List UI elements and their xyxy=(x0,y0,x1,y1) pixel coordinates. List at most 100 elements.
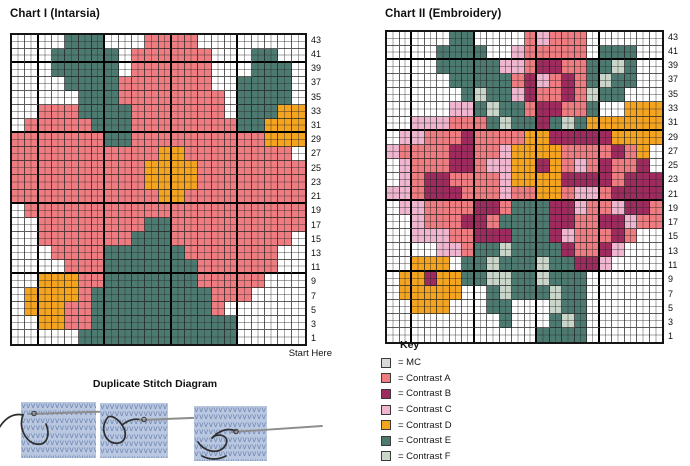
stitch-cell xyxy=(118,231,132,246)
stitch-cell xyxy=(399,215,412,230)
stitch-cell xyxy=(185,147,199,162)
stitch-cell xyxy=(238,217,252,232)
stitch-cell xyxy=(171,63,186,78)
stitch-cell xyxy=(437,130,450,145)
stitch-cell xyxy=(118,35,132,50)
stitch-cell xyxy=(449,88,462,103)
stitch-cell xyxy=(105,287,119,302)
stitch-cell xyxy=(449,299,462,314)
stitch-cell xyxy=(412,186,425,202)
stitch-cell xyxy=(587,88,600,103)
stitch-cell xyxy=(537,243,550,258)
stitch-cell xyxy=(474,299,487,314)
stitch-cell xyxy=(624,74,637,89)
row-number: 5 xyxy=(311,304,317,315)
stitch-cell xyxy=(38,175,52,190)
stitch-cell xyxy=(265,315,279,330)
stitch-cell xyxy=(512,130,525,145)
stitch-cell xyxy=(562,299,575,314)
stitch-cell xyxy=(424,144,437,159)
row-number: 39 xyxy=(668,60,679,71)
stitch-cell xyxy=(524,186,537,202)
stitch-cell xyxy=(587,60,600,75)
stitch-cell xyxy=(562,116,575,131)
row-number: 21 xyxy=(668,188,679,199)
stitch-cell xyxy=(78,35,92,50)
stitch-cell xyxy=(158,301,172,316)
stitch-cell xyxy=(437,144,450,159)
stitch-cell xyxy=(265,49,279,64)
stitch-cell xyxy=(599,158,612,173)
stitch-cell xyxy=(145,329,159,344)
stitch-cell xyxy=(574,257,587,272)
stitch-cell xyxy=(211,161,226,176)
stitch-cell xyxy=(38,35,52,50)
stitch-cell xyxy=(449,327,462,342)
chart-i-title: Chart I (Intarsia) xyxy=(10,8,100,20)
stitch-cell xyxy=(265,105,279,120)
stitch-cell xyxy=(185,329,199,344)
stitch-cell xyxy=(211,175,226,190)
duplicate-stitch-title: Duplicate Stitch Diagram xyxy=(92,378,218,390)
stitch-cell xyxy=(225,231,239,246)
stitch-cell xyxy=(612,130,625,145)
stitch-cell xyxy=(51,91,66,106)
stitch-cell xyxy=(437,102,450,117)
stitch-cell xyxy=(171,147,186,162)
stitch-cell xyxy=(599,32,612,47)
stitch-cell xyxy=(65,273,79,288)
stitch-cell xyxy=(78,63,92,78)
row-number: 25 xyxy=(311,162,322,173)
stitch-cell xyxy=(25,91,39,106)
stitch-cell xyxy=(424,257,437,272)
stitch-cell xyxy=(145,35,159,50)
stitch-cell xyxy=(12,273,26,288)
stitch-cell xyxy=(524,313,537,328)
stitch-cell xyxy=(612,186,625,202)
stitch-cell xyxy=(462,313,475,328)
stitch-cell xyxy=(65,77,79,92)
stitch-cell xyxy=(25,77,39,92)
stitch-cell xyxy=(437,285,450,300)
stitch-cell xyxy=(278,231,292,246)
stitch-cell xyxy=(291,175,305,190)
row-number: 3 xyxy=(311,319,317,330)
stitch-cell xyxy=(399,201,412,216)
stitch-cell xyxy=(387,299,400,314)
chart-ii-row-numbers: 43 41 39 37 35 33 31 29 27 25 23 21 19 17 15 13 11 9 7 5 3 1 xyxy=(668,30,686,344)
stitch-cell xyxy=(387,243,400,258)
stitch-cell xyxy=(251,203,266,218)
stitch-cell xyxy=(549,257,562,272)
stitch-cell xyxy=(574,229,587,244)
stitch-cell xyxy=(105,203,119,218)
stitch-cell xyxy=(599,74,612,89)
stitch-cell xyxy=(449,172,462,187)
row-number: 1 xyxy=(668,331,674,342)
stitch-cell xyxy=(278,161,292,176)
stitch-cell xyxy=(91,175,106,190)
stitch-cell xyxy=(25,119,39,134)
stitch-cell xyxy=(78,259,92,274)
stitch-cell xyxy=(462,130,475,145)
stitch-cell xyxy=(238,133,252,148)
stitch-cell xyxy=(278,91,292,106)
stitch-cell xyxy=(562,186,575,202)
stitch-cell xyxy=(225,203,239,218)
stitch-cell xyxy=(38,147,52,162)
stitch-cell xyxy=(91,301,106,316)
stitch-cell xyxy=(12,259,26,274)
stitch-cell xyxy=(624,158,637,173)
key-title: Key xyxy=(400,339,420,351)
stitch-cell xyxy=(524,60,537,75)
stitch-cell xyxy=(251,161,266,176)
stitch-cell xyxy=(118,63,132,78)
stitch-cell xyxy=(562,32,575,47)
stitch-cell xyxy=(251,315,266,330)
stitch-cell xyxy=(499,46,512,61)
color-swatch xyxy=(381,357,391,368)
stitch-cell xyxy=(574,201,587,216)
stitch-cell xyxy=(599,116,612,131)
stitch-cell xyxy=(399,229,412,244)
key-entry: = Contrast E xyxy=(381,433,452,449)
stitch-cell xyxy=(612,32,625,47)
